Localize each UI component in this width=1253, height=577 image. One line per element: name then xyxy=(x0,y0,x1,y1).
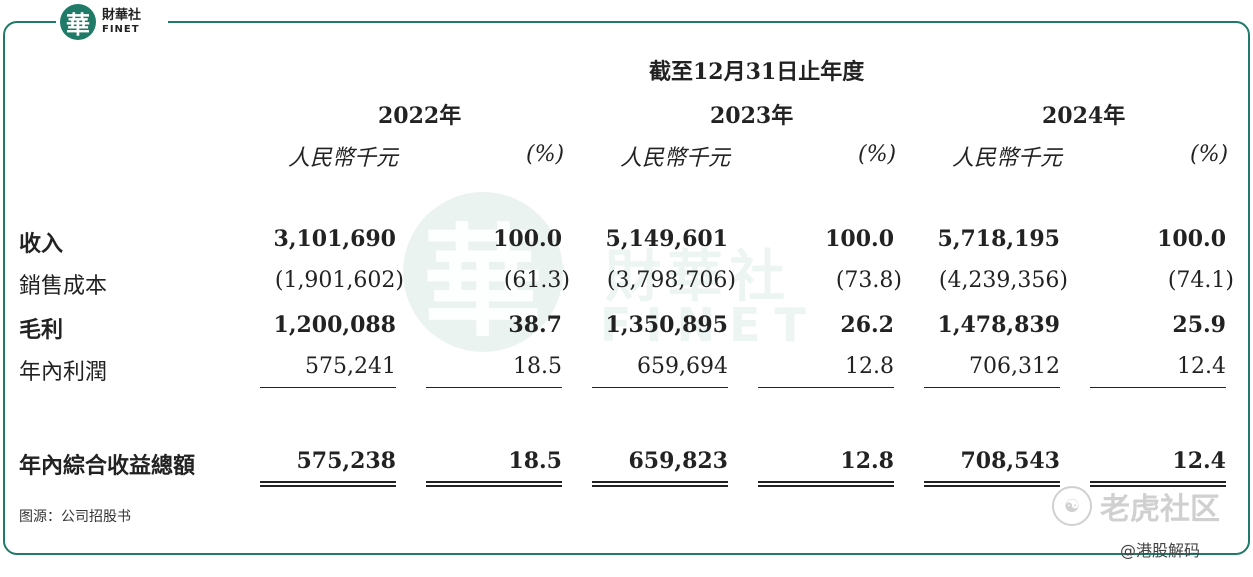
unit-label-2024: 人民幣千元 xyxy=(952,146,1063,171)
unit-label-2023: 人民幣千元 xyxy=(620,146,731,171)
rule-2022-pct xyxy=(426,387,562,388)
rule-2024-pct xyxy=(1090,387,1226,388)
cell-tci-2022-amount: 575,238 xyxy=(296,448,396,474)
cell-profit-2023-amount: 659,694 xyxy=(637,354,728,379)
cell-cost-2024-amount: (4,239,356) xyxy=(938,268,1068,293)
pct-label-2024: (%) xyxy=(1190,142,1229,167)
cell-profit-2024-pct: 12.4 xyxy=(1177,354,1226,379)
table-frame xyxy=(3,21,1250,555)
cell-revenue-2022-amount: 3,101,690 xyxy=(273,226,396,252)
row-label-gross-profit: 毛利 xyxy=(19,317,64,343)
cell-tci-2023-pct: 12.8 xyxy=(840,448,894,474)
finet-logo: 華 財華社 FINET xyxy=(56,0,168,44)
cell-gross-2022-pct: 38.7 xyxy=(508,312,562,338)
cell-revenue-2022-pct: 100.0 xyxy=(493,226,562,252)
author-handle: @港股解码 xyxy=(1120,541,1201,560)
rule-2023-amount xyxy=(592,387,728,388)
watermark-emblem: 華 xyxy=(403,192,563,353)
pct-label-2022: (%) xyxy=(526,142,565,167)
cell-revenue-2023-amount: 5,149,601 xyxy=(605,226,728,252)
cell-profit-2024-amount: 706,312 xyxy=(969,354,1060,379)
cell-tci-2024-amount: 708,543 xyxy=(960,448,1060,474)
double-rule-2023-amount xyxy=(592,481,728,487)
cell-revenue-2023-pct: 100.0 xyxy=(825,226,894,252)
double-rule-2022-amount xyxy=(260,481,396,487)
cell-profit-2023-pct: 12.8 xyxy=(845,354,894,379)
rule-2024-amount xyxy=(924,387,1060,388)
cell-cost-2023-amount: (3,798,706) xyxy=(606,268,736,293)
cell-profit-2022-pct: 18.5 xyxy=(513,354,562,379)
row-label-cost-of-sales: 銷售成本 xyxy=(19,274,108,299)
cell-gross-2022-amount: 1,200,088 xyxy=(273,312,396,338)
cell-cost-2022-amount: (1,901,602) xyxy=(274,268,404,293)
row-label-profit-for-year: 年內利潤 xyxy=(19,360,108,385)
cell-tci-2022-pct: 18.5 xyxy=(508,448,562,474)
rule-2023-pct xyxy=(758,387,894,388)
double-rule-2022-pct xyxy=(426,481,562,487)
rule-2022-amount xyxy=(260,387,396,388)
row-label-total-comprehensive-income: 年內綜合收益總額 xyxy=(19,453,196,479)
period-header: 截至12月31日止年度 xyxy=(649,59,865,85)
unit-label-2022: 人民幣千元 xyxy=(288,146,399,171)
cell-profit-2022-amount: 575,241 xyxy=(305,354,396,379)
cell-cost-2023-pct: (73.8) xyxy=(835,268,902,293)
cell-cost-2024-pct: (74.1) xyxy=(1167,268,1234,293)
cell-gross-2023-pct: 26.2 xyxy=(840,312,894,338)
logo-cn-text: 財華社 xyxy=(102,8,142,23)
cell-revenue-2024-amount: 5,718,195 xyxy=(937,226,1060,252)
finet-logo-icon: 華 xyxy=(60,4,96,40)
watermark-en: FINET xyxy=(600,298,820,352)
double-rule-2023-pct xyxy=(758,481,894,487)
tiger-community-watermark: ☯ 老虎社区 xyxy=(1052,484,1220,528)
pct-label-2023: (%) xyxy=(858,142,897,167)
cell-gross-2024-amount: 1,478,839 xyxy=(937,312,1060,338)
cell-gross-2024-pct: 25.9 xyxy=(1172,312,1226,338)
source-note: 图源：公司招股书 xyxy=(19,509,131,525)
year-2022: 2022年 xyxy=(378,103,462,129)
row-label-revenue: 收入 xyxy=(19,231,64,257)
cell-gross-2023-amount: 1,350,895 xyxy=(605,312,728,338)
year-2024: 2024年 xyxy=(1042,103,1126,129)
double-rule-2024-pct xyxy=(1090,481,1226,487)
logo-en-text: FINET xyxy=(102,24,140,35)
cell-cost-2022-pct: (61.3) xyxy=(503,268,570,293)
cell-tci-2024-pct: 12.4 xyxy=(1172,448,1226,474)
double-rule-2024-amount xyxy=(924,481,1060,487)
cell-revenue-2024-pct: 100.0 xyxy=(1157,226,1226,252)
tiger-icon: ☯ xyxy=(1052,486,1092,526)
year-2023: 2023年 xyxy=(710,103,794,129)
watermark-cn: 財華社 xyxy=(605,245,791,310)
cell-tci-2023-amount: 659,823 xyxy=(628,448,728,474)
tiger-community-text: 老虎社区 xyxy=(1100,492,1220,527)
